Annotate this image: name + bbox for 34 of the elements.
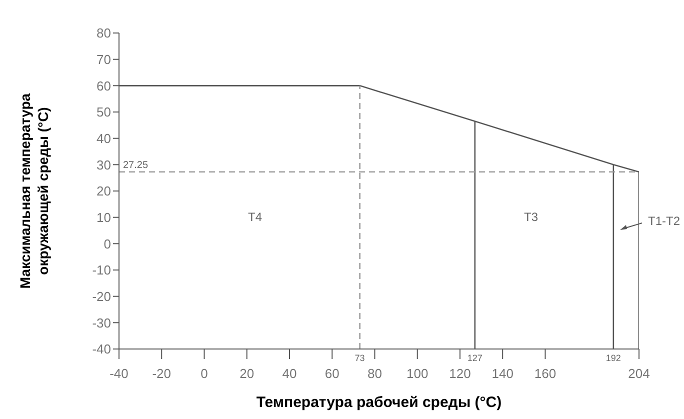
x-tick-label: 20: [240, 366, 254, 382]
x-tick-label: 100: [406, 366, 428, 382]
y-tick-label: -30: [92, 315, 111, 330]
y-tick-label: 70: [96, 52, 111, 67]
x-tick-label: 60: [324, 366, 340, 382]
annotation: 192: [606, 353, 621, 363]
x-tick-label: 120: [449, 366, 471, 382]
y-tick-label: 30: [96, 157, 111, 172]
annotation: 127: [467, 353, 482, 363]
y-tick-label: 60: [96, 78, 111, 94]
annotation: 27.25: [123, 160, 148, 171]
text: T1-T2: [648, 214, 680, 228]
x-tick-label: 80: [368, 366, 382, 382]
y-tick-label: 40: [96, 130, 111, 146]
y-tick-label: 50: [96, 104, 111, 120]
x-tick-label: -40: [110, 366, 128, 382]
annotation: T3: [524, 210, 538, 224]
annotation: T4: [248, 210, 262, 224]
y-tick-label: 20: [96, 184, 111, 199]
y-tick-label: 10: [96, 210, 111, 225]
y-tick-label: -10: [92, 262, 111, 278]
y-tick-label: -20: [92, 288, 111, 304]
x-tick-label: 160: [534, 366, 556, 382]
x-tick-label: 204: [628, 366, 650, 382]
y-tick-label: 80: [96, 26, 111, 41]
y-axis-title: Максимальная температура окружающей среды (°C): [17, 93, 51, 289]
annotation: 73: [354, 353, 365, 363]
x-tick-label: 0: [200, 366, 208, 382]
x-tick-label: 140: [492, 366, 514, 382]
x-tick-label: 40: [282, 366, 297, 382]
y-tick-label: -40: [92, 342, 111, 357]
y-tick-label: 0: [104, 236, 111, 252]
x-tick-label: -20: [152, 366, 172, 382]
x-axis-title: Температура рабочей среды (°C): [256, 394, 502, 411]
